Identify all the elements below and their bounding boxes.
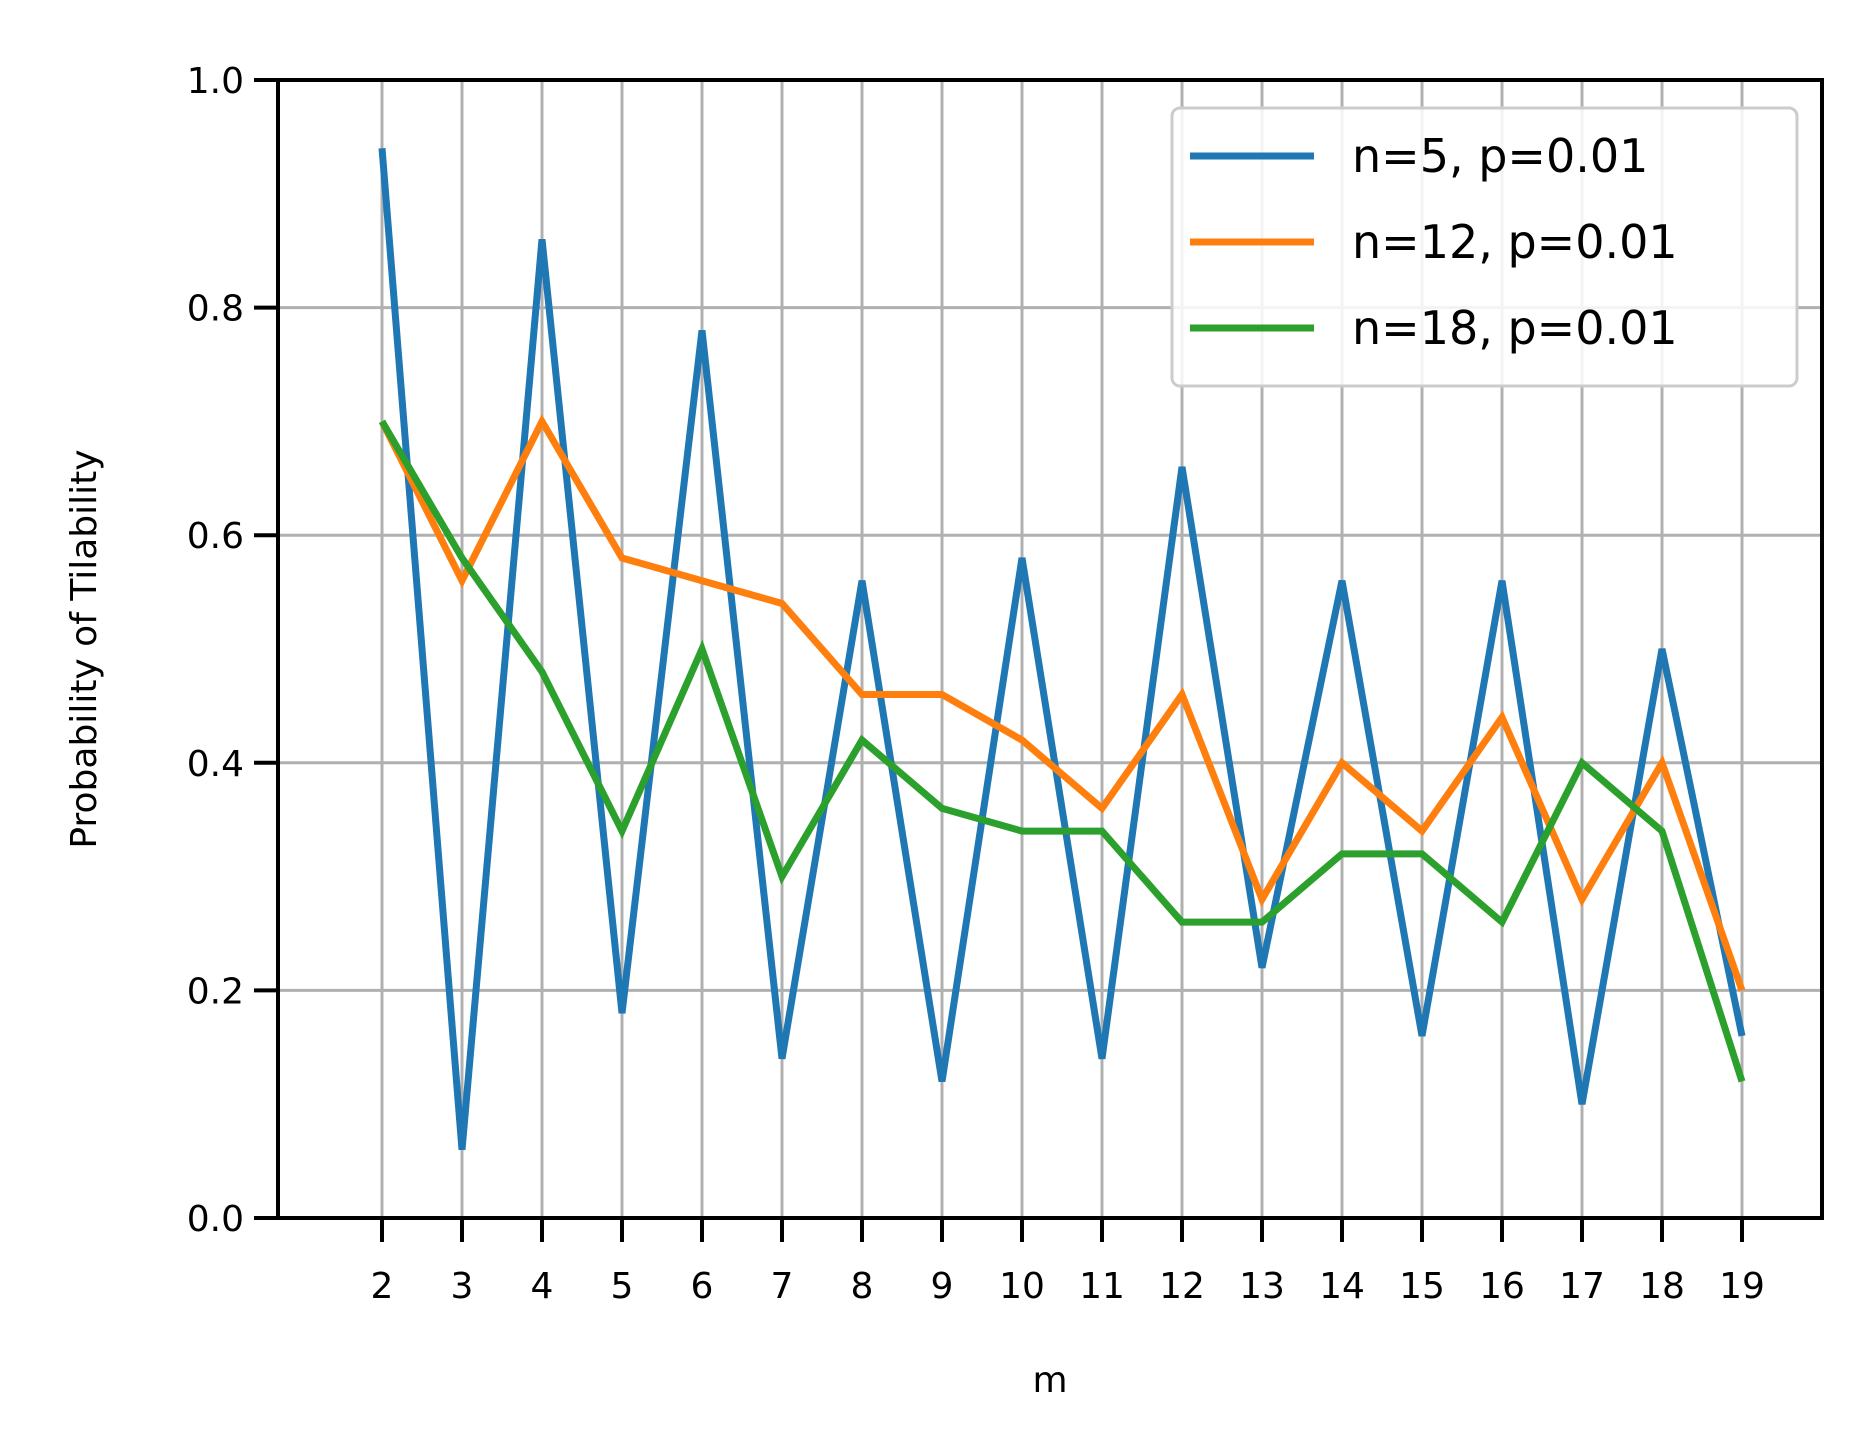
x-tick-label: 9: [931, 1266, 954, 1307]
legend-entry-label: n=18, p=0.01: [1352, 301, 1678, 355]
legend: n=5, p=0.01 n=12, p=0.01 n=18, p=0.01: [1170, 106, 1799, 388]
plot-frame: [276, 78, 1824, 1220]
y-tick-label: 0.2: [187, 971, 244, 1012]
x-tick-label: 13: [1239, 1266, 1285, 1307]
x-tick-label: 17: [1559, 1266, 1605, 1307]
x-tick-label: 19: [1719, 1266, 1765, 1307]
y-tick-label: 0.4: [187, 744, 244, 785]
x-tick-label: 5: [611, 1266, 634, 1307]
y-tick-label: 0.0: [187, 1199, 244, 1240]
y-tick-label: 1.0: [187, 61, 244, 102]
x-tick-label: 18: [1639, 1266, 1685, 1307]
y-axis-ticks: 0.0 0.2 0.4 0.6 0.8 1.0: [187, 61, 278, 1240]
x-tick-label: 15: [1399, 1266, 1445, 1307]
series-lines: [378, 148, 1746, 1151]
y-axis-label: Probability of Tilability: [64, 449, 105, 848]
series-line-3: [378, 419, 1746, 1083]
legend-entry-label: n=5, p=0.01: [1352, 129, 1648, 183]
x-tick-label: 3: [451, 1266, 474, 1307]
x-axis-ticks: 2 3 4 5 6 7 8 9 10 11 12 13 14 15 16 17 18 19: [371, 1218, 1765, 1307]
x-tick-label: 11: [1079, 1266, 1125, 1307]
x-tick-label: 2: [371, 1266, 394, 1307]
y-tick-label: 0.8: [187, 289, 244, 330]
x-tick-label: 6: [691, 1266, 714, 1307]
x-tick-label: 8: [851, 1266, 874, 1307]
x-tick-label: 12: [1159, 1266, 1205, 1307]
x-axis-label: m: [1032, 1360, 1067, 1401]
y-tick-label: 0.6: [187, 516, 244, 557]
x-tick-label: 14: [1319, 1266, 1365, 1307]
x-tick-label: 16: [1479, 1266, 1525, 1307]
legend-entry-label: n=12, p=0.01: [1352, 215, 1678, 269]
x-tick-label: 7: [771, 1266, 794, 1307]
series-line-2: [378, 414, 1746, 992]
x-tick-label: 4: [531, 1266, 554, 1307]
x-tick-label: 10: [999, 1266, 1045, 1307]
series-line-1: [378, 148, 1746, 1151]
legend-box: [1170, 106, 1799, 388]
